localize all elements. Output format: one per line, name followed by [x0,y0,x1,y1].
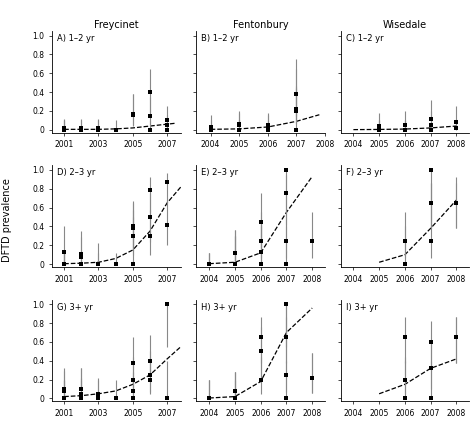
Text: DFTD prevalence: DFTD prevalence [2,179,12,262]
Title: Fentonbury: Fentonbury [233,20,289,30]
Text: B) 1–2 yr: B) 1–2 yr [201,34,239,43]
Title: Freycinet: Freycinet [94,20,139,30]
Text: G) 3+ yr: G) 3+ yr [57,303,93,312]
Text: D) 2–3 yr: D) 2–3 yr [57,168,96,177]
Text: C) 1–2 yr: C) 1–2 yr [346,34,383,43]
Title: Wisedale: Wisedale [383,20,427,30]
Text: A) 1–2 yr: A) 1–2 yr [57,34,95,43]
Text: F) 2–3 yr: F) 2–3 yr [346,168,383,177]
Text: E) 2–3 yr: E) 2–3 yr [201,168,238,177]
Text: I) 3+ yr: I) 3+ yr [346,303,377,312]
Text: H) 3+ yr: H) 3+ yr [201,303,237,312]
